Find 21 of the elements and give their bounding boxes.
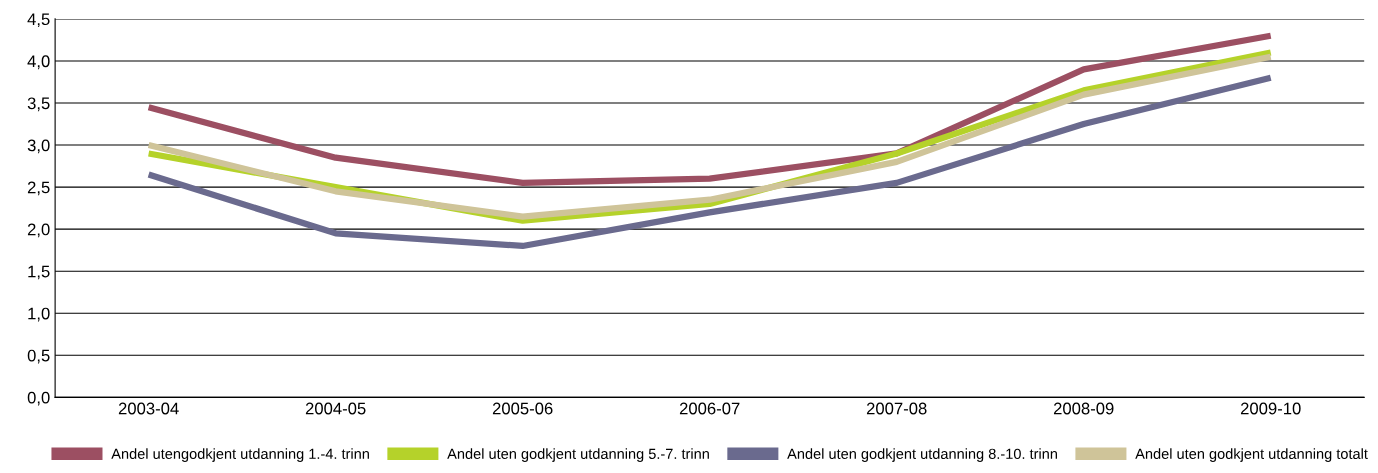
- y-tick-label: 1,5: [28, 265, 50, 280]
- y-tick-label: 2,0: [27, 223, 50, 238]
- legend-label: Andel uten godkjent utdanning totalt: [1135, 448, 1368, 462]
- x-tick-label: 2005-06: [492, 402, 553, 415]
- legend-label: Andel uten godkjent utdanning 8.-10. trinn: [787, 448, 1057, 462]
- x-tick-label: 2007-08: [866, 402, 927, 415]
- y-tick-label: 3,0: [27, 139, 50, 154]
- y-tick-label: 1,0: [28, 307, 50, 322]
- x-tick-label: 2009-10: [1240, 402, 1301, 415]
- x-tick-label: 2008-09: [1053, 402, 1114, 415]
- y-tick-label: 2,5: [27, 181, 50, 196]
- y-tick-label: 0,0: [27, 391, 50, 406]
- x-tick-label: 2006-07: [679, 402, 740, 415]
- x-tick-label: 2003-04: [118, 402, 179, 415]
- legend-label: Andel utengodkjent utdanning 1.-4. trinn: [111, 448, 369, 462]
- y-tick-label: 3,5: [27, 97, 50, 112]
- y-tick-label: 0,5: [27, 349, 50, 364]
- x-tick-label: 2004-05: [305, 402, 366, 415]
- y-tick-label: 4,0: [27, 55, 50, 70]
- legend-label: Andel uten godkjent utdanning 5.-7. trinn: [447, 448, 709, 462]
- y-tick-label: 4,5: [27, 13, 50, 28]
